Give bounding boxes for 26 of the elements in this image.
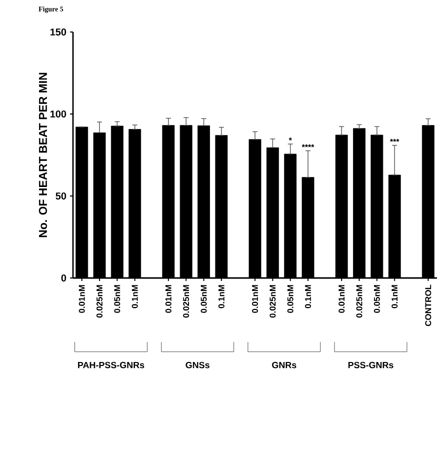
text: PSS-GNRs [348,362,394,368]
x-tick-label: 0.01nM [78,285,85,313]
y-tick-label: 0 [61,274,66,282]
x-tick-label: 0.1nM [305,285,311,308]
x-tick-label: 0.1nM [218,285,224,308]
x-tick-label: 0.05nM [374,285,380,313]
x-tick-label: 0.05nM [287,285,294,313]
x-tick-label: 0.01nM [165,285,172,313]
text: GNSs [186,362,210,368]
x-tick-label: 0.01nM [338,285,345,313]
x-tick-label: 0.025nM [356,285,362,318]
x-tick-label: 0.025nM [270,285,276,318]
x-tick-label: 0.01nM [252,285,258,313]
x-tick-label: CONTROL [425,284,432,326]
x-tick-label: 0.1nM [132,285,138,308]
x-tick-label: 0.025nM [183,285,190,318]
x-tick-label: 0.025nM [96,285,102,318]
y-tick-label: 100 [50,110,66,118]
y-tick-label: 50 [56,192,66,200]
text: GNRs [272,362,296,368]
x-tick-label: 0.05nM [114,285,120,313]
x-tick-label: 0.05nM [200,285,207,313]
y-tick-label: 150 [50,28,66,36]
text: PAH-PSS-GNRs [78,362,144,368]
x-tick-label: 0.1nM [392,285,398,308]
y-axis-title: No. OF HEART BEAT PER MIN [38,72,48,238]
